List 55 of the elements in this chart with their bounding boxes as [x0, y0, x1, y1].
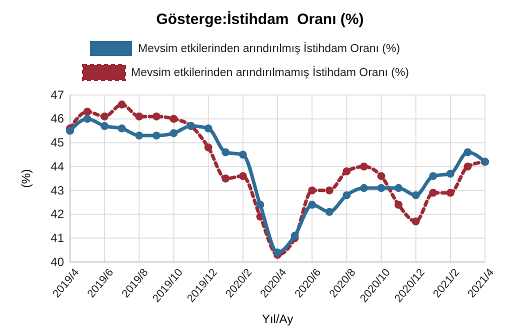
point — [118, 124, 126, 132]
point — [238, 150, 247, 159]
point — [446, 188, 454, 197]
point — [100, 112, 109, 120]
point — [274, 248, 282, 256]
point — [429, 172, 438, 180]
point — [256, 200, 264, 209]
y-tick-label: 47 — [50, 88, 64, 102]
y-axis-title: (%) — [19, 169, 33, 188]
point — [290, 232, 299, 240]
point — [412, 217, 420, 226]
point — [360, 162, 368, 171]
point — [152, 132, 160, 140]
point — [66, 126, 74, 135]
y-tick-label: 43 — [50, 183, 64, 198]
point — [152, 112, 160, 120]
point — [377, 172, 386, 180]
point — [464, 162, 472, 171]
point — [100, 122, 109, 130]
point — [342, 167, 351, 176]
point — [429, 188, 438, 197]
point — [342, 191, 351, 200]
y-tick-label: 44 — [50, 159, 64, 174]
point — [308, 186, 316, 194]
point — [360, 184, 368, 192]
chart-title: Gösterge:İstihdam Oranı (%) — [156, 11, 364, 28]
point — [238, 172, 247, 180]
point — [170, 114, 178, 123]
point — [118, 100, 126, 109]
legend-label: Mevsim etkilerinden arındırılmış İstihdam Oranı (%) — [138, 42, 400, 55]
x-axis-title: Yıl/Ay — [262, 312, 294, 326]
point — [446, 170, 454, 178]
legend-label: Mevsim etkilerinden arındırılmamış İstihdam Oranı (%) — [131, 66, 410, 79]
point — [204, 124, 212, 132]
point — [135, 112, 144, 120]
y-tick-label: 46 — [50, 112, 64, 126]
point — [412, 191, 420, 200]
point — [325, 186, 334, 194]
y-tick-label: 41 — [50, 230, 64, 245]
point — [464, 148, 472, 156]
point — [83, 114, 92, 123]
y-tick-label: 40 — [50, 254, 64, 269]
point — [222, 148, 230, 156]
y-tick-label: 42 — [50, 207, 64, 222]
point — [394, 200, 403, 209]
point — [83, 108, 92, 116]
point — [135, 132, 144, 140]
point — [377, 184, 386, 192]
point — [394, 184, 403, 192]
point — [308, 200, 316, 209]
point — [204, 144, 212, 152]
point — [222, 174, 230, 182]
point — [170, 129, 178, 138]
y-tick-label: 45 — [50, 136, 64, 150]
point — [325, 208, 334, 216]
